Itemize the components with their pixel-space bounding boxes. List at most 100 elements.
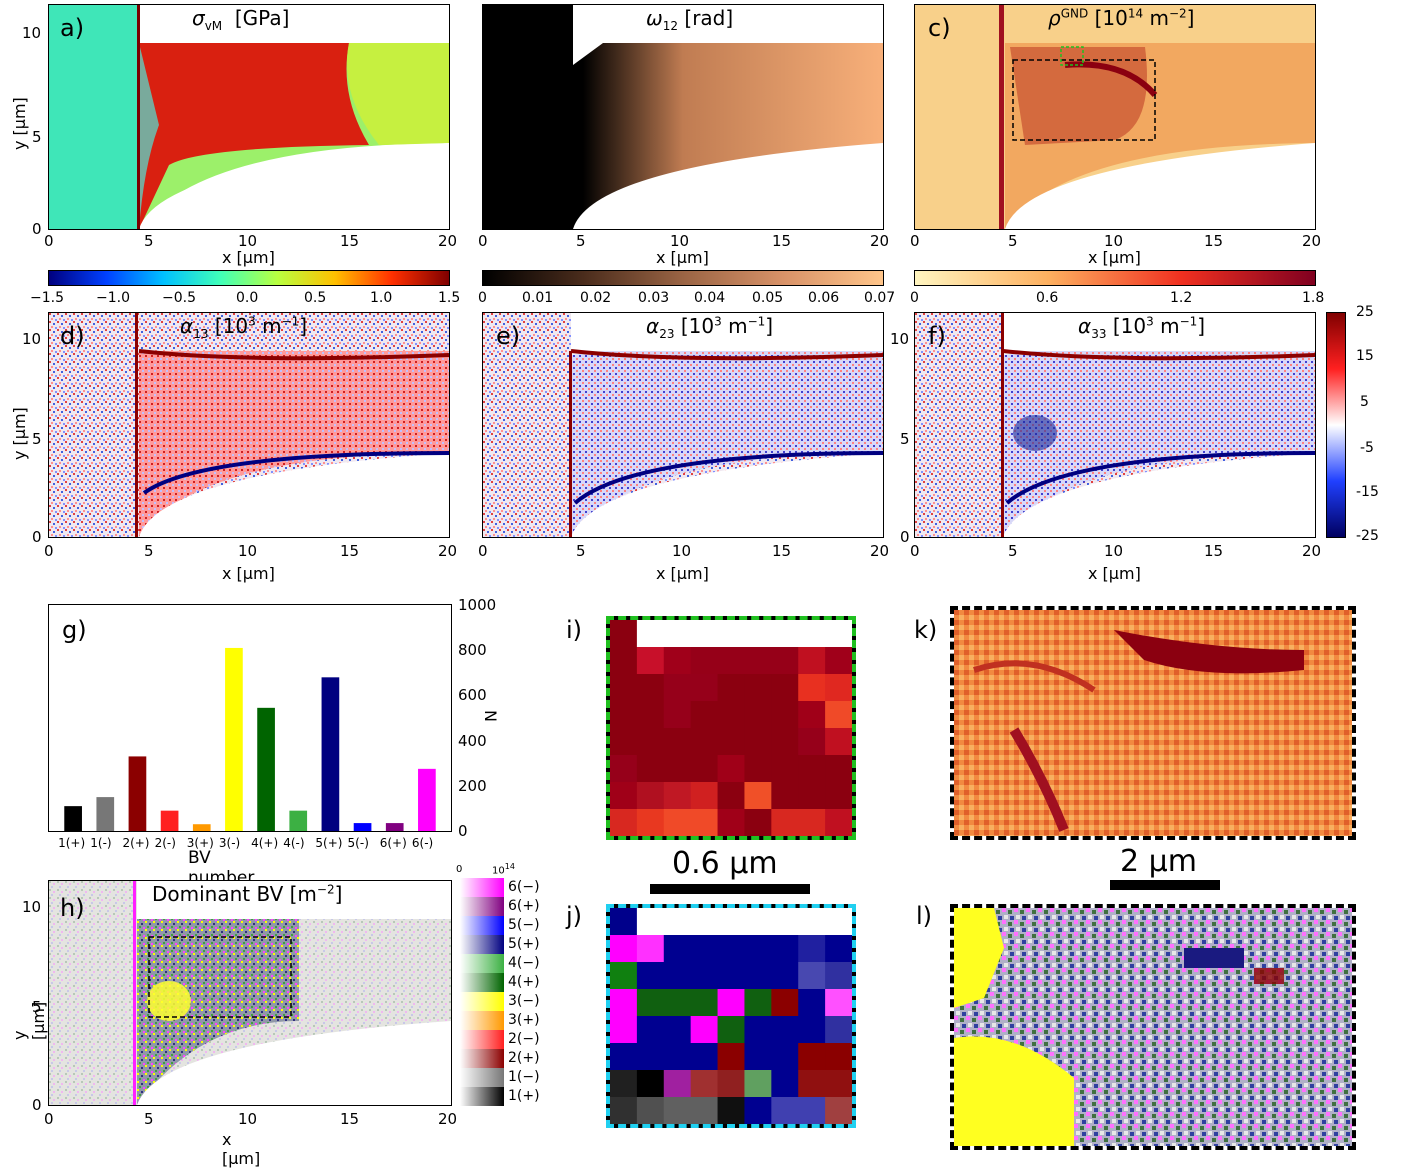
zoom-j-pixel xyxy=(636,908,665,936)
tick-x-5-f: 5 xyxy=(1008,542,1018,560)
zoom-i-pixel xyxy=(798,755,826,783)
colorbar-rho xyxy=(914,270,1316,286)
zoom-j-pixel xyxy=(744,1070,772,1098)
bar-2(+) xyxy=(128,756,147,831)
zoom-i-pixel xyxy=(771,809,799,836)
cb-alpha-t5: -25 xyxy=(1356,528,1379,544)
tick-x-0-c: 0 xyxy=(910,232,920,250)
cb-b-t1: 0.01 xyxy=(522,290,554,306)
colorbar-alpha xyxy=(1326,312,1346,538)
zoom-i-pixel xyxy=(771,782,799,810)
xlabel-a: x [μm] xyxy=(222,248,275,267)
cb-alpha-t0: 25 xyxy=(1356,304,1374,320)
bv-legend-label: 1(−) xyxy=(508,1069,540,1085)
zoom-j-pixel xyxy=(744,962,772,990)
zoom-i-pixel xyxy=(610,674,638,702)
zoom-j-pixel xyxy=(690,1070,719,1098)
panel-label-l: l) xyxy=(916,902,933,930)
tick-x-10-c: 10 xyxy=(1104,232,1124,250)
bar-6(-) xyxy=(418,768,436,831)
zoom-i-pixel xyxy=(663,647,692,675)
zoom-j-pixel xyxy=(690,908,719,936)
bar-ytick-800: 800 xyxy=(458,641,487,659)
tick-y-0-d: 0 xyxy=(32,528,42,546)
zoom-j-pixel xyxy=(744,1043,772,1071)
zoom-j-pixel xyxy=(771,1043,799,1071)
map-omega-12 xyxy=(482,4,884,230)
bv-legend-strip xyxy=(460,1068,504,1087)
panel-label-d: d) xyxy=(60,322,85,350)
zoom-j-pixel xyxy=(744,935,772,963)
bv-legend-label: 3(−) xyxy=(508,993,540,1009)
tick-x-20-f: 20 xyxy=(1302,542,1322,560)
zoom-j-pixel xyxy=(663,962,692,990)
bv-legend-label: 5(+) xyxy=(508,936,540,952)
zoom-j-pixel xyxy=(798,989,826,1017)
title-e: α23 [103 m−1] xyxy=(646,314,774,341)
panel-label-i: i) xyxy=(566,616,583,644)
tick-x-5-d: 5 xyxy=(144,542,154,560)
tick-y-5-h: 5 xyxy=(32,998,42,1016)
zoom-j-pixel xyxy=(663,1097,692,1124)
bv-legend-strip xyxy=(460,935,504,954)
zoom-i-pixel xyxy=(690,620,719,648)
bar-4(+) xyxy=(257,707,275,831)
tick-x-5-b: 5 xyxy=(576,232,586,250)
panel-label-b: b) xyxy=(494,14,519,42)
panel-label-g: g) xyxy=(62,616,87,644)
zoom-i-pixel xyxy=(744,620,772,648)
zoom-i-pixel xyxy=(690,809,719,836)
tick-y-10-h: 10 xyxy=(22,898,42,916)
zoom-i-pixel xyxy=(610,701,638,729)
map-zoom-k xyxy=(950,606,1356,840)
zoom-j-pixel xyxy=(663,989,692,1017)
zoom-j-pixel xyxy=(717,935,745,963)
zoom-j-pixel xyxy=(717,1070,745,1098)
tick-y-0-f: 0 xyxy=(900,528,910,546)
cb-b-t2: 0.02 xyxy=(580,290,612,306)
zoom-j-pixel xyxy=(717,1043,745,1071)
zoom-j-pixel xyxy=(610,1070,638,1098)
tick-x-20-a: 20 xyxy=(438,232,458,250)
cb-b-t4: 0.04 xyxy=(694,290,726,306)
zoom-i-pixel xyxy=(798,728,826,756)
xlabel-c: x [μm] xyxy=(1088,248,1141,267)
title-a: σvM [GPa] xyxy=(192,6,290,33)
panel-label-h: h) xyxy=(60,894,85,922)
tick-y-0-a: 0 xyxy=(32,220,42,238)
zoom-i-pixel xyxy=(690,674,719,702)
cb-b-t0: 0 xyxy=(478,290,487,306)
tick-y-10-f: 10 xyxy=(890,330,910,348)
cb-alpha-t1: 15 xyxy=(1356,348,1374,364)
cb-c-t2: 1.2 xyxy=(1170,290,1193,306)
cb-a-t1: −1.0 xyxy=(96,290,130,306)
panel-label-c: c) xyxy=(928,14,951,42)
bar-chart-bv xyxy=(48,604,452,832)
map-dominant-bv xyxy=(48,880,452,1106)
tick-x-10-e: 10 xyxy=(672,542,692,560)
zoom-i-pixel xyxy=(744,809,772,836)
zoom-i-pixel xyxy=(825,728,852,756)
bar-xtick-6(+): 6(+) xyxy=(379,836,407,850)
bar-4(-) xyxy=(289,810,308,831)
bar-xtick-6(-): 6(-) xyxy=(411,836,434,850)
zoom-j-pixel xyxy=(744,1016,772,1044)
zoom-i-pixel xyxy=(663,620,692,648)
zoom-j-pixel xyxy=(610,1016,638,1044)
zoom-j-pixel xyxy=(798,1016,826,1044)
zoom-i-pixel xyxy=(744,701,772,729)
zoom-j-pixel xyxy=(798,935,826,963)
zoom-j-pixel xyxy=(798,1043,826,1071)
bv-legend-strip xyxy=(460,1087,504,1106)
zoom-i-pixel xyxy=(636,782,665,810)
zoom-i-pixel xyxy=(744,647,772,675)
zoom-j-pixel xyxy=(610,1097,638,1124)
cb-b-t5: 0.05 xyxy=(752,290,784,306)
zoom-j-pixel xyxy=(690,989,719,1017)
bv-legend-strip xyxy=(460,1030,504,1049)
cb-c-t1: 0.6 xyxy=(1036,290,1059,306)
zoom-j-pixel xyxy=(663,935,692,963)
zoom-j-pixel xyxy=(636,1043,665,1071)
zoom-j-pixel xyxy=(663,1043,692,1071)
zoom-i-pixel xyxy=(798,647,826,675)
